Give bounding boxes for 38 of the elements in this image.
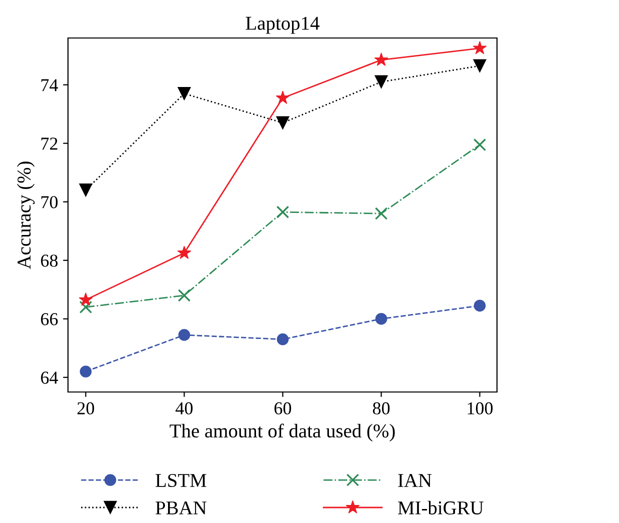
point <box>374 207 388 220</box>
x-tick-label: 80 <box>372 402 390 414</box>
point <box>276 116 290 130</box>
point <box>472 40 487 54</box>
point <box>276 206 290 218</box>
y-tick-label: 70 <box>41 196 58 208</box>
x-tick-label: 40 <box>176 402 193 414</box>
point <box>473 138 486 152</box>
legend-label: IAN <box>398 474 432 487</box>
x-tick-label: 20 <box>77 402 94 414</box>
point <box>276 333 289 346</box>
point <box>473 59 486 72</box>
x-tick-label: 60 <box>274 402 292 414</box>
point <box>80 366 92 378</box>
point <box>78 292 93 306</box>
point <box>474 300 486 312</box>
point <box>178 289 191 302</box>
point <box>178 86 191 100</box>
point <box>178 329 190 341</box>
y-tick-label: 66 <box>41 313 58 326</box>
point <box>79 184 92 197</box>
point <box>375 312 388 325</box>
legend-label: LSTM <box>156 474 206 488</box>
x-tick-label: 100 <box>468 402 493 414</box>
legend-label: PBAN <box>156 501 206 514</box>
x-axis-title: The amount of data used (%) <box>170 424 395 442</box>
chart-title: Laptop14 <box>246 16 320 34</box>
legend-label: MI-biGRU <box>398 500 484 514</box>
point <box>374 52 388 66</box>
y-tick-label: 64 <box>41 372 58 384</box>
point <box>79 300 92 314</box>
y-axis-title: Accuracy (%) <box>16 162 35 270</box>
point <box>276 90 290 104</box>
y-tick-label: 74 <box>41 79 58 92</box>
y-tick-label: 72 <box>41 138 58 150</box>
y-tick-label: 68 <box>41 254 58 267</box>
point <box>177 246 192 259</box>
point <box>374 75 388 88</box>
